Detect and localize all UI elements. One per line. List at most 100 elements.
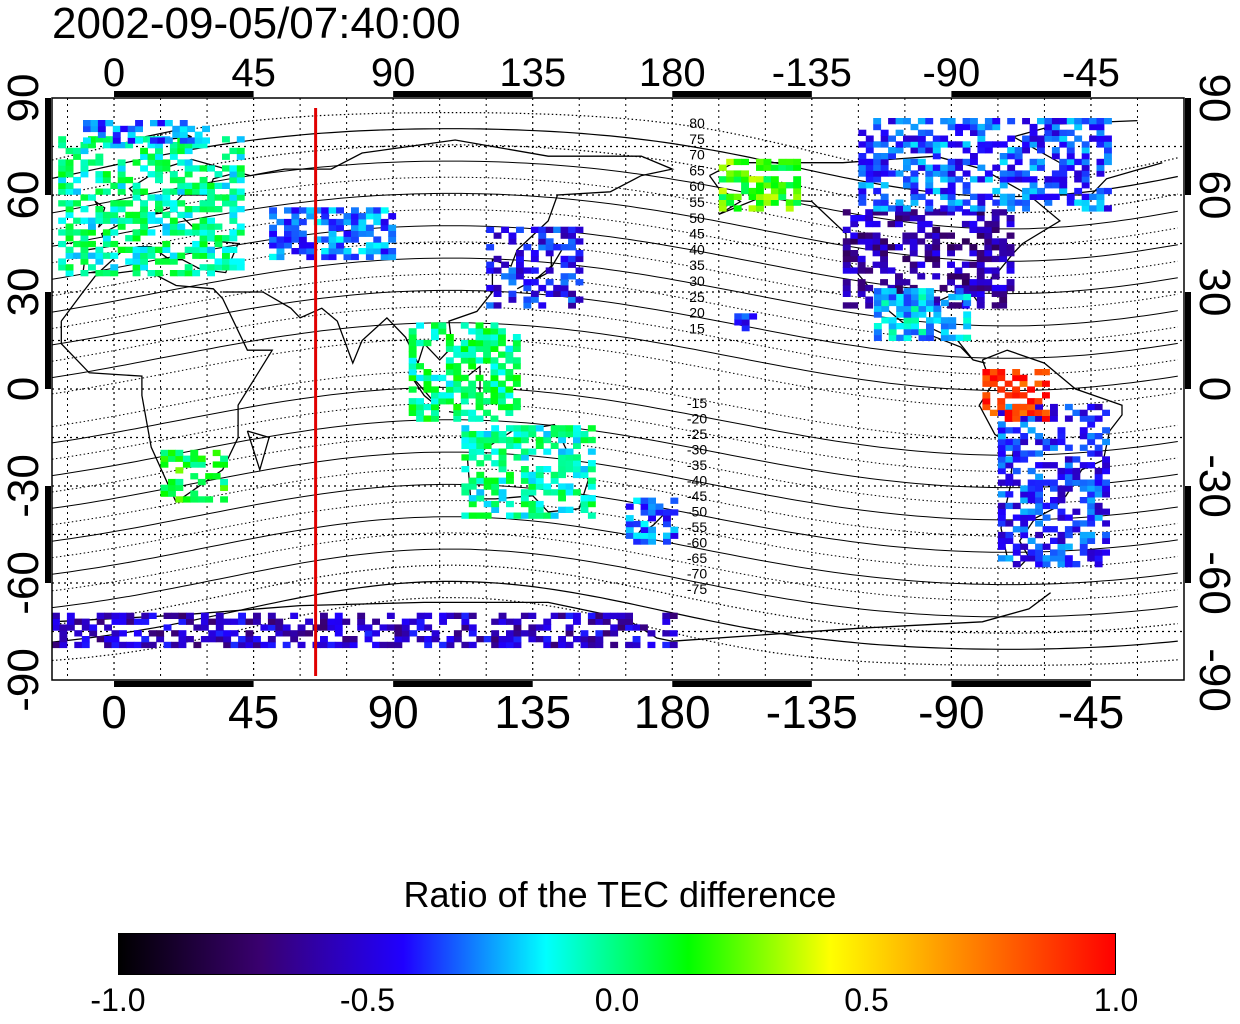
tec-cell-southeast-asia <box>483 386 491 393</box>
tec-cell-north-america <box>902 215 911 222</box>
tec-cell-europe <box>184 206 193 213</box>
tec-cell-south-america <box>1064 531 1073 539</box>
tec-cell-east-asia-japan <box>530 279 539 286</box>
tec-cell-europe <box>125 217 134 224</box>
tec-cell-europe <box>125 176 134 184</box>
tec-cell-antarctica-coast <box>260 641 269 649</box>
tec-cell-equatorial-americas <box>1012 369 1021 376</box>
tec-cell-south-america <box>1057 497 1066 504</box>
tec-cell-north-america <box>969 279 978 286</box>
tec-cell-europe <box>229 217 238 224</box>
tec-cell-europe <box>229 188 238 195</box>
tec-cell-mexico-central-america <box>881 293 890 301</box>
tec-cell-canada-greenland <box>895 199 904 206</box>
tec-cell-south-america <box>1005 491 1014 498</box>
tec-cell-canada-greenland <box>1059 176 1068 183</box>
tec-cell-canada-greenland <box>947 176 956 183</box>
tec-cell-antarctica-coast <box>647 641 656 649</box>
tec-cell-mexico-central-america <box>903 299 912 307</box>
tec-cell-canada-greenland <box>865 158 874 166</box>
tec-cell-north-america <box>895 284 903 292</box>
tec-cell-antarctica-coast <box>565 612 574 619</box>
tec-cell-australia <box>535 442 544 449</box>
tec-cell-east-asia-japan <box>530 267 539 274</box>
tec-cell-southeast-asia <box>475 374 484 382</box>
tec-cell-europe <box>207 217 215 224</box>
tec-cell-north-america <box>909 215 918 222</box>
tec-cell-central-asia <box>380 224 389 231</box>
tec-cell-antarctica-coast <box>171 612 179 619</box>
tec-cell-europe <box>140 200 148 207</box>
tec-cell-canada-greenland <box>940 164 949 171</box>
tec-cell-canada-greenland <box>1037 118 1045 125</box>
tec-cell-mexico-central-america <box>918 293 927 301</box>
tec-cell-canada-greenland <box>1022 199 1030 206</box>
tec-cell-east-asia-japan <box>538 238 547 245</box>
tec-cell-europe <box>229 211 238 219</box>
tec-cell-europe <box>102 235 111 242</box>
tec-cell-south-america <box>1057 543 1066 550</box>
tec-cell-australia <box>528 471 537 479</box>
tec-cell-canada-greenland <box>1066 118 1075 125</box>
tec-cell-south-america <box>1020 450 1029 457</box>
tec-cell-north-america <box>842 261 851 268</box>
tec-cell-europe <box>199 235 208 242</box>
tec-cell-south-america <box>1042 462 1051 469</box>
tec-cell-australia <box>543 483 552 490</box>
tec-cell-europe <box>207 182 215 189</box>
tec-cell-antarctica-coast <box>625 624 633 631</box>
tec-cell-europe <box>132 211 141 219</box>
tec-cell-canada-greenland <box>925 164 934 171</box>
tec-cell-antarctica-coast <box>238 636 246 643</box>
tec-cell-canada-greenland <box>865 164 874 171</box>
tec-cell-canada-greenland <box>1074 158 1083 166</box>
tec-cell-central-asia <box>373 236 382 243</box>
tec-cell-southeast-asia <box>445 380 454 387</box>
tec-cell-mexico-central-america <box>903 293 912 301</box>
tec-cell-southeast-asia <box>498 403 506 411</box>
tec-cell-canada-greenland <box>932 135 941 142</box>
tec-cell-central-asia <box>328 242 337 249</box>
tec-cell-europe <box>80 206 89 213</box>
tec-cell-australia <box>491 460 500 467</box>
tec-cell-new-zealand <box>640 520 649 528</box>
tec-cell-south-america <box>1020 456 1029 463</box>
tec-cell-antarctica-coast <box>379 624 388 631</box>
tec-cell-antarctica-coast <box>245 630 254 637</box>
tec-cell-south-america <box>1035 502 1043 510</box>
tec-cell-central-asia <box>306 248 315 255</box>
tec-cell-canada-greenland <box>917 141 926 148</box>
tec-cell-australia <box>528 431 537 438</box>
tec-cell-europe <box>184 182 193 189</box>
tec-cell-antarctica-coast <box>297 630 306 637</box>
tec-cell-mexico-central-america <box>888 334 897 341</box>
tec-cell-north-america <box>865 244 874 251</box>
tec-cell-australia <box>558 454 566 461</box>
tec-cell-mexico-central-america <box>940 317 949 324</box>
tec-cell-europe <box>222 153 230 160</box>
tec-cell-north-america <box>880 255 888 263</box>
tec-cell-mexico-central-america <box>918 305 927 312</box>
tec-cell-canada-greenland <box>1096 123 1105 131</box>
tec-cell-europe <box>102 270 111 277</box>
tec-cell-europe <box>236 223 245 230</box>
tec-cell-south-america <box>997 508 1006 515</box>
tec-cell-antarctica-coast <box>342 618 351 625</box>
tec-cell-east-asia-japan <box>545 244 554 251</box>
tec-cell-mexico-central-america <box>903 334 912 341</box>
tec-cell-central-asia <box>313 236 322 243</box>
tec-cell-southeast-asia <box>490 345 499 352</box>
tec-cell-australia <box>565 483 574 490</box>
tec-cell-alaska <box>763 193 772 200</box>
coastline <box>246 430 270 473</box>
tec-cell-australia <box>461 431 470 438</box>
tec-cell-antarctica-coast <box>200 612 209 619</box>
tec-cell-antarctica-coast <box>357 618 366 625</box>
tec-cell-europe <box>132 246 141 253</box>
tec-cell-australia <box>483 442 492 449</box>
tec-cell-canada-greenland <box>925 141 934 148</box>
tec-cell-canada-greenland <box>1044 118 1053 125</box>
tec-cell-arctic-europe <box>172 125 181 133</box>
tec-cell-australia <box>535 477 544 484</box>
tec-cell-europe <box>184 270 193 277</box>
